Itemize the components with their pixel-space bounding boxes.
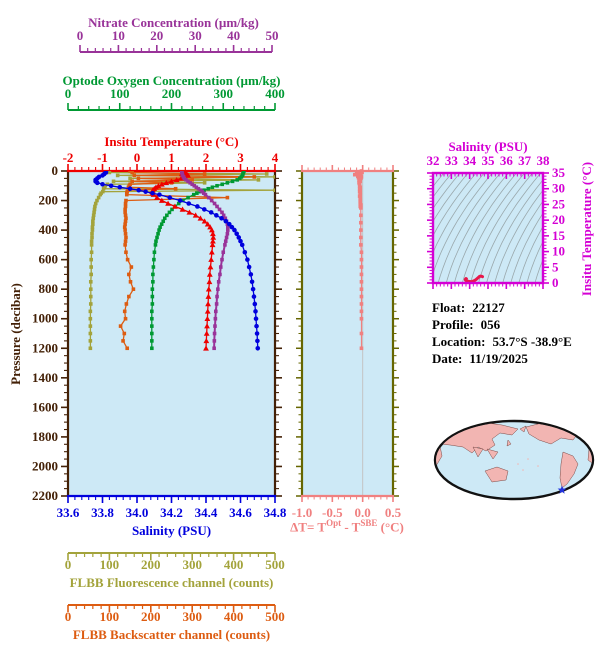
svg-text:600: 600 — [39, 252, 59, 267]
svg-text:20: 20 — [150, 28, 163, 43]
profile-value: 056 — [480, 317, 501, 332]
world-map — [433, 419, 595, 501]
svg-text:34: 34 — [463, 153, 477, 168]
svg-text:34.0: 34.0 — [126, 505, 149, 520]
svg-text:33.6: 33.6 — [57, 505, 80, 520]
main-profile-plot: 0 200 400 600 800 1000 1200 1400 1600 1800 2000 220… — [32, 150, 287, 520]
svg-text:33: 33 — [445, 153, 459, 168]
svg-text:0: 0 — [77, 28, 84, 43]
svg-text:37: 37 — [518, 153, 532, 168]
svg-text:36: 36 — [500, 153, 513, 168]
delta-t-plot: -1.0 -0.5 0.0 0.5 — [292, 165, 402, 520]
backscatter-axis-label: FLBB Backscatter channel (counts) — [72, 627, 271, 642]
location-value: 53.7°S -38.9°E — [492, 334, 572, 349]
svg-text:5: 5 — [552, 259, 559, 274]
svg-text:15: 15 — [552, 228, 566, 243]
location-row: Location: 53.7°S -38.9°E — [432, 334, 572, 349]
svg-text:100: 100 — [110, 86, 130, 101]
svg-text:-2: -2 — [63, 150, 74, 165]
svg-text:34.2: 34.2 — [160, 505, 183, 520]
svg-text:1: 1 — [168, 150, 175, 165]
svg-text:200: 200 — [162, 86, 182, 101]
svg-text:4: 4 — [272, 150, 279, 165]
date-value: 11/19/2025 — [469, 351, 528, 366]
svg-text:3: 3 — [237, 150, 244, 165]
svg-text:-1: -1 — [97, 150, 108, 165]
svg-text:40: 40 — [227, 28, 240, 43]
svg-text:800: 800 — [39, 281, 59, 296]
float-id-row: Float: 22127 — [432, 300, 505, 315]
svg-text:300: 300 — [214, 86, 234, 101]
svg-text:300: 300 — [182, 557, 202, 572]
delta-t-axis-label: ΔT= TOpt - TSBE (°C) — [280, 518, 414, 535]
svg-text:50: 50 — [266, 28, 279, 43]
nitrate-scale-bar: 0 10 20 30 40 50 — [77, 28, 279, 53]
delta-t-label-part: - T — [341, 519, 361, 535]
svg-text:0: 0 — [65, 557, 72, 572]
svg-text:35: 35 — [482, 153, 496, 168]
delta-t-sup-sbe: SBE — [360, 518, 378, 528]
svg-text:34.8: 34.8 — [264, 505, 287, 520]
svg-text:10: 10 — [552, 244, 565, 259]
svg-text:100: 100 — [100, 557, 120, 572]
oxygen-scale-bar: 0 100 200 300 400 — [65, 86, 285, 111]
svg-text:38: 38 — [537, 153, 551, 168]
delta-t-label-part: (°C) — [377, 519, 404, 535]
float-id-value: 22127 — [472, 300, 505, 315]
svg-text:25: 25 — [552, 196, 566, 211]
svg-text:0.5: 0.5 — [385, 505, 402, 520]
svg-text:200: 200 — [141, 609, 161, 624]
svg-text:-0.5: -0.5 — [322, 505, 343, 520]
oxygen-axis-title: Optode Oxygen Concentration (µm/kg) — [62, 73, 281, 88]
svg-text:500: 500 — [265, 609, 285, 624]
svg-text:500: 500 — [265, 557, 285, 572]
svg-text:35: 35 — [552, 165, 566, 180]
svg-text:400: 400 — [265, 86, 285, 101]
svg-text:10: 10 — [112, 28, 125, 43]
svg-text:200: 200 — [141, 557, 161, 572]
nitrate-axis-title: Nitrate Concentration (µm/kg) — [88, 15, 259, 30]
fluorescence-scale-bar: 0 100 200 300 400 500 — [65, 552, 285, 572]
delta-t-label-part: ΔT= T — [290, 519, 327, 535]
svg-text:32: 32 — [427, 153, 440, 168]
svg-text:1200: 1200 — [32, 340, 58, 355]
svg-text:30: 30 — [189, 28, 202, 43]
svg-text:30: 30 — [552, 181, 565, 196]
profile-row: Profile: 056 — [432, 317, 501, 332]
svg-text:0: 0 — [52, 163, 59, 178]
svg-text:33.8: 33.8 — [91, 505, 114, 520]
svg-text:100: 100 — [100, 609, 120, 624]
float-info-block: Float: 22127 Profile: 056 Location: 53.7°S … — [432, 299, 572, 367]
svg-text:0.0: 0.0 — [355, 505, 371, 520]
date-row: Date: 11/19/2025 — [432, 351, 528, 366]
svg-text:0: 0 — [65, 86, 72, 101]
svg-text:-1.0: -1.0 — [292, 505, 313, 520]
svg-text:34.6: 34.6 — [229, 505, 252, 520]
fluorescence-axis-label: FLBB Fluorescence channel (counts) — [69, 575, 274, 590]
svg-text:1600: 1600 — [32, 399, 58, 414]
svg-text:20: 20 — [552, 212, 565, 227]
svg-text:2: 2 — [203, 150, 210, 165]
svg-text:34.4: 34.4 — [195, 505, 218, 520]
svg-text:2000: 2000 — [32, 458, 58, 473]
delta-t-sup-opt: Opt — [326, 518, 342, 528]
ts-salinity-title: Salinity (PSU) — [448, 139, 528, 154]
backscatter-scale-bar: 0 100 200 300 400 500 — [65, 604, 285, 624]
salinity-axis-label: Salinity (PSU) — [131, 523, 212, 538]
svg-text:0: 0 — [552, 275, 559, 290]
svg-text:1000: 1000 — [32, 311, 58, 326]
svg-text:0: 0 — [65, 609, 72, 624]
temperature-axis-title: Insitu Temperature (°C) — [104, 134, 239, 149]
svg-text:400: 400 — [39, 222, 59, 237]
svg-text:400: 400 — [224, 609, 244, 624]
svg-text:400: 400 — [224, 557, 244, 572]
svg-text:2200: 2200 — [32, 488, 58, 503]
svg-text:200: 200 — [39, 193, 59, 208]
svg-text:1400: 1400 — [32, 370, 58, 385]
svg-text:0: 0 — [134, 150, 141, 165]
svg-text:300: 300 — [182, 609, 202, 624]
svg-text:1800: 1800 — [32, 429, 58, 444]
